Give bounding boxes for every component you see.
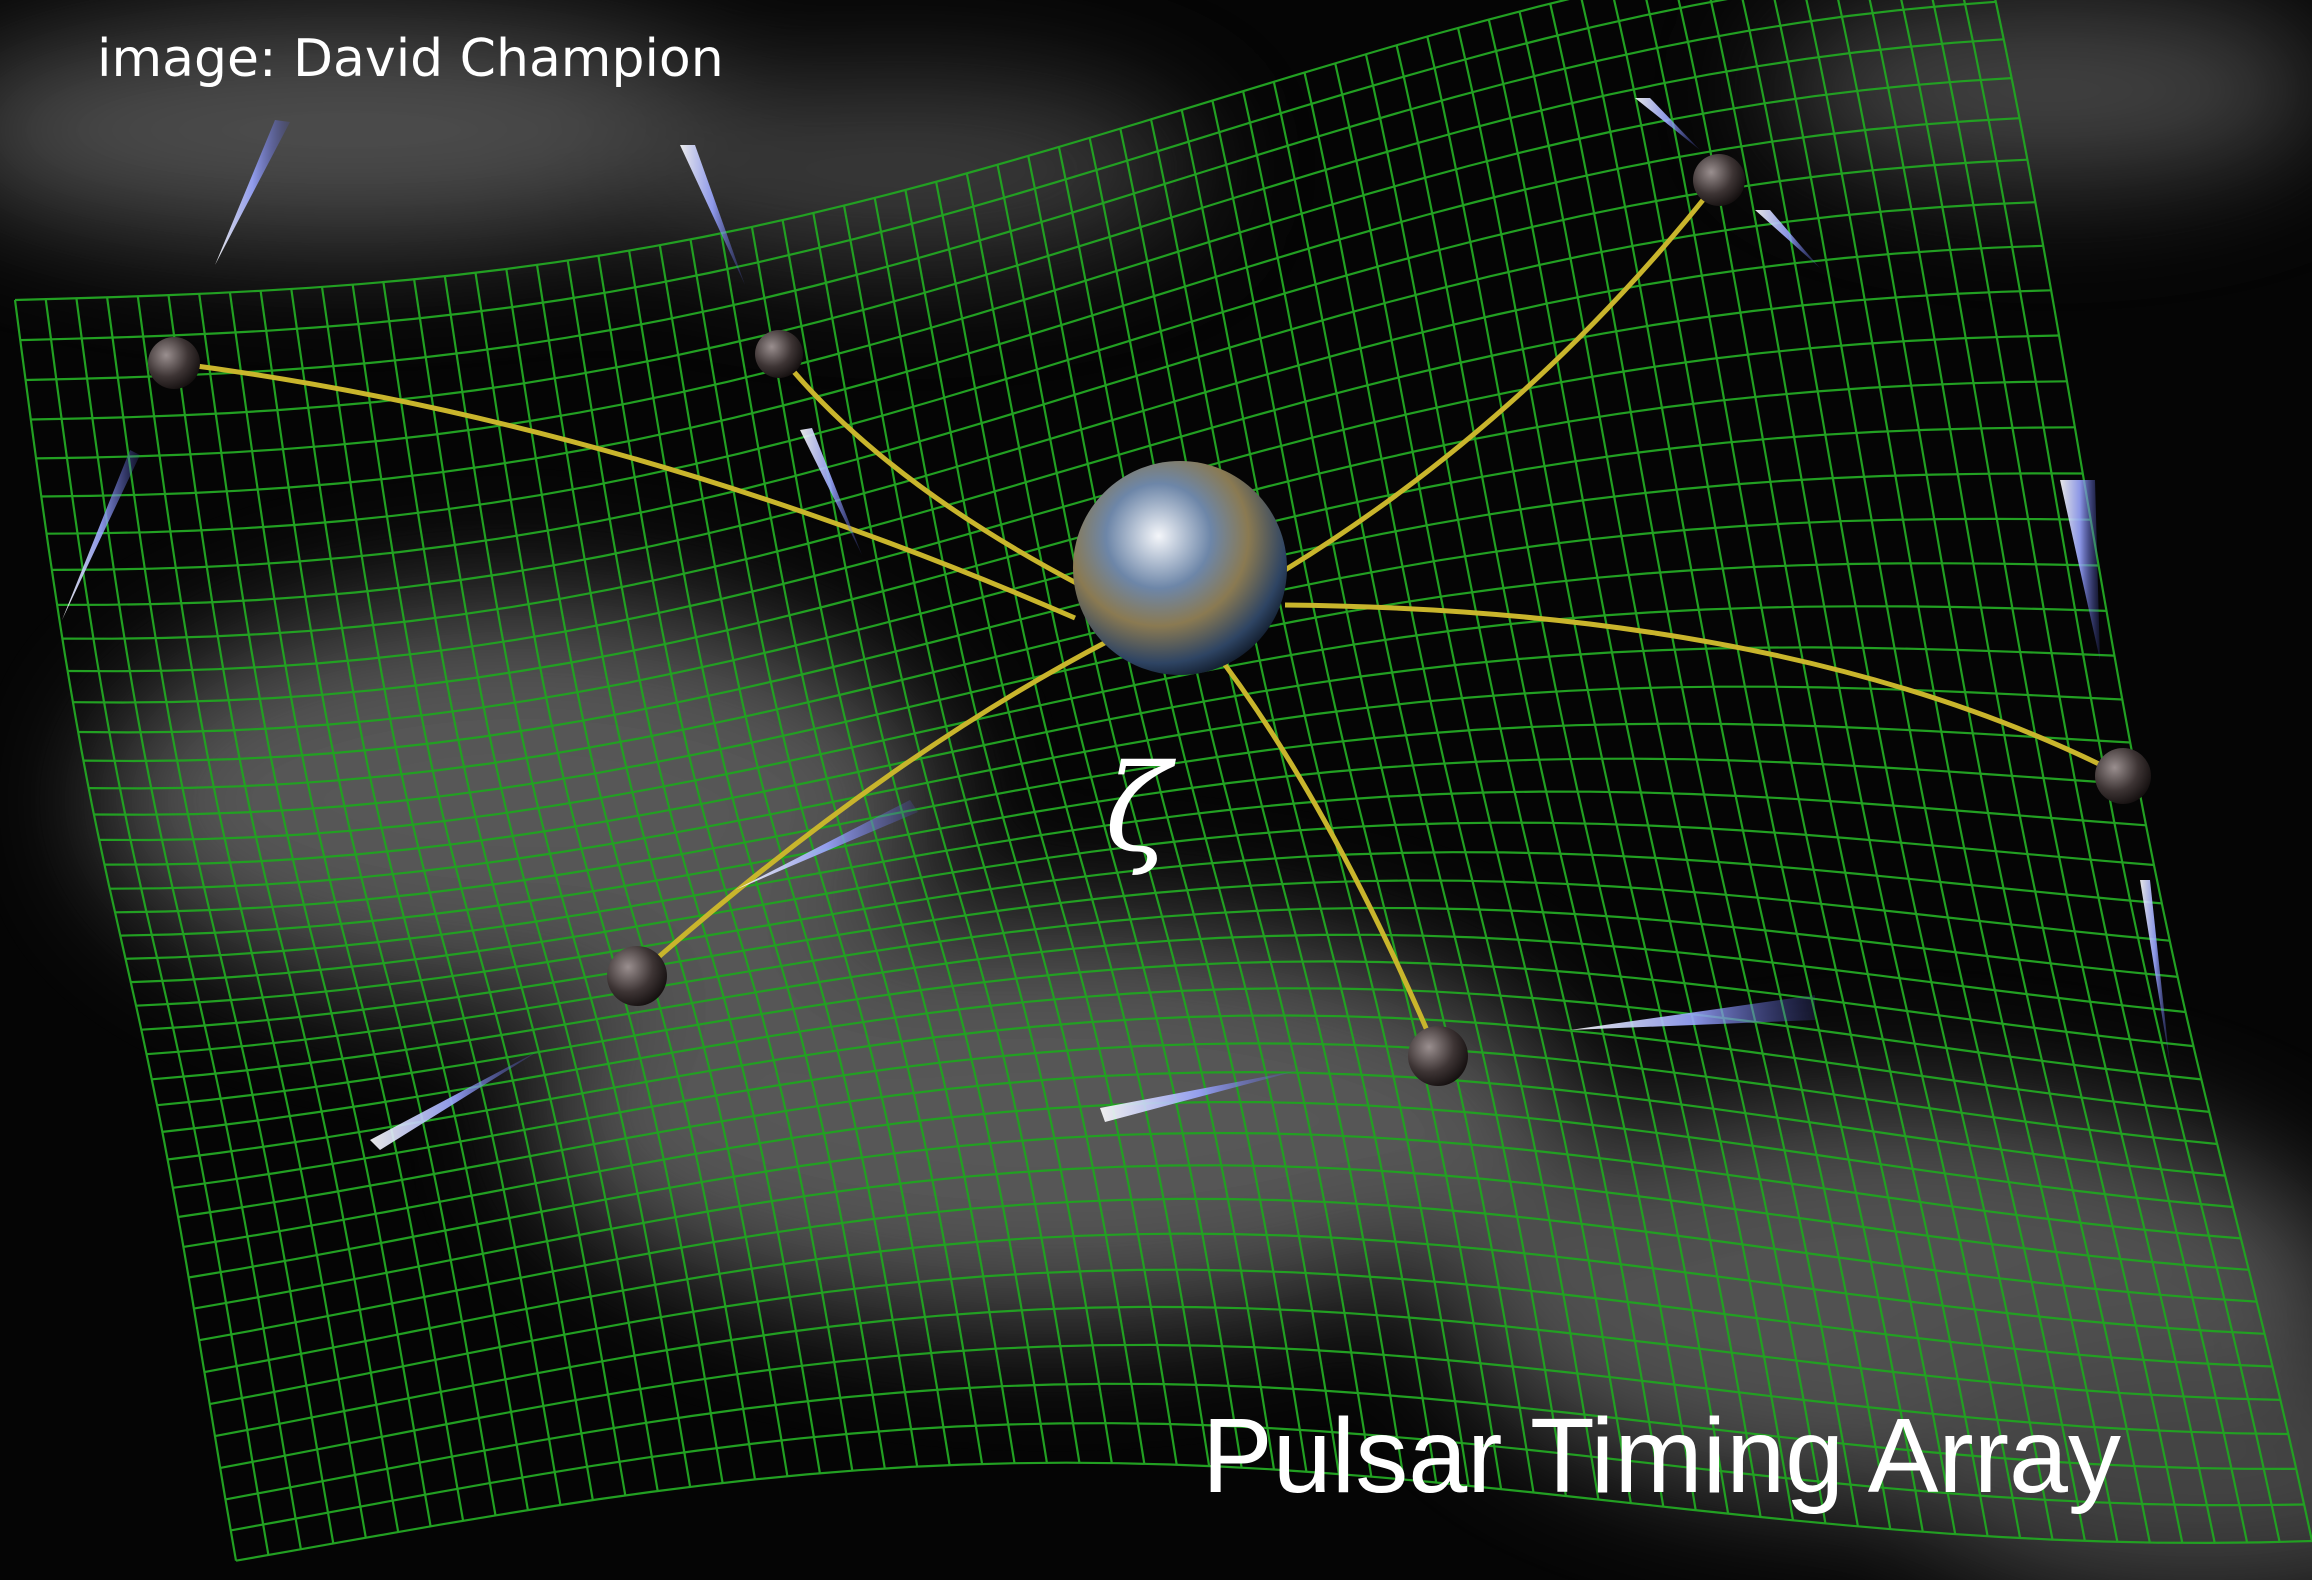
- overlap-symbol: ζ: [1105, 740, 1176, 879]
- slide-title: Pulsar Timing Array: [1202, 1397, 2121, 1515]
- image-credit: image: David Champion: [97, 29, 724, 89]
- slide: image: David Champion ζ Pulsar Timing Ar…: [0, 0, 2312, 1580]
- earth: [1073, 461, 1287, 675]
